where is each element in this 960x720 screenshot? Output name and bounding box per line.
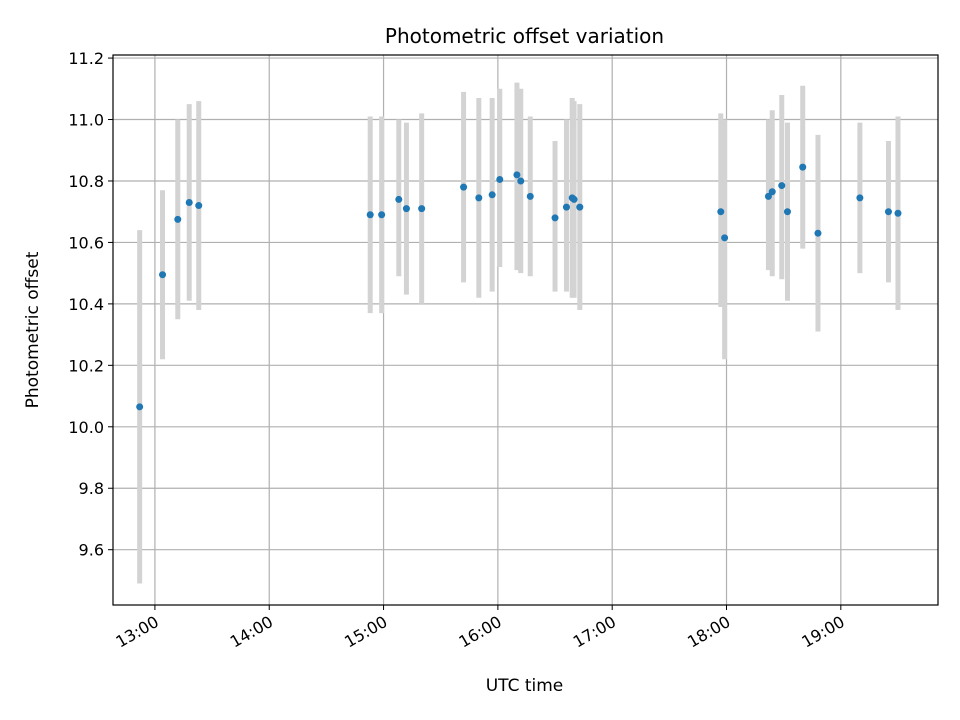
chart-title: Photometric offset variation: [385, 24, 664, 48]
data-point: [185, 198, 193, 206]
data-point: [814, 229, 822, 237]
data-points: [136, 163, 902, 411]
y-axis-label: Photometric offset: [23, 251, 43, 408]
data-point: [513, 171, 521, 179]
data-point: [460, 183, 468, 191]
data-point: [778, 182, 786, 190]
data-point: [526, 192, 534, 200]
data-point: [721, 234, 729, 242]
y-tick-label: 10.2: [68, 356, 104, 375]
y-tick-label: 9.6: [79, 541, 104, 560]
data-point: [195, 202, 203, 210]
data-point: [799, 163, 807, 171]
data-point: [402, 205, 410, 213]
data-point: [174, 215, 182, 223]
data-point: [418, 205, 426, 213]
y-tick-label: 10.8: [68, 172, 104, 191]
data-point: [496, 175, 504, 183]
x-axis-label: UTC time: [486, 676, 564, 696]
data-point: [159, 271, 167, 279]
data-point: [717, 208, 725, 216]
data-point: [884, 208, 892, 216]
data-point: [768, 188, 776, 196]
y-tick-label: 10.4: [68, 295, 104, 314]
data-point: [378, 211, 386, 219]
data-point: [783, 208, 791, 216]
data-point: [570, 195, 578, 203]
data-point: [856, 194, 864, 202]
y-tick-label: 10.0: [68, 418, 104, 437]
data-point: [517, 177, 525, 185]
y-tick-label: 10.6: [68, 233, 104, 252]
data-point: [894, 209, 902, 217]
data-point: [366, 211, 374, 219]
data-point: [136, 403, 144, 411]
y-tick-label: 9.8: [79, 479, 104, 498]
y-axis: 9.6 9.8 10.0 10.2 10.4 10.6 10.8 11.0 11.2: [68, 49, 113, 560]
data-point: [764, 192, 772, 200]
y-tick-label: 11.2: [68, 49, 104, 68]
plot-frame: [112, 54, 939, 606]
data-point: [576, 203, 584, 211]
y-tick-label: 11.0: [68, 111, 104, 130]
data-point: [488, 191, 496, 199]
data-point: [551, 214, 559, 222]
data-point: [562, 203, 570, 211]
data-point: [395, 195, 403, 203]
data-point: [475, 194, 483, 202]
